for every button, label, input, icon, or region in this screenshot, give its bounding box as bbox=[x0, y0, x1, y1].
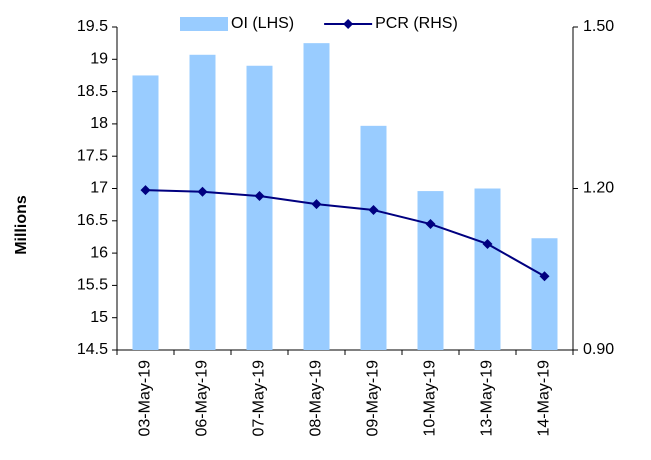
x-tick-label: 09-May-19 bbox=[365, 360, 382, 437]
y-tick-label: 18 bbox=[90, 115, 108, 132]
marker bbox=[254, 191, 265, 202]
bar bbox=[246, 65, 273, 350]
y2-tick-label: 0.90 bbox=[583, 341, 614, 358]
y-tick-label: 17.5 bbox=[77, 147, 108, 164]
legend-marker bbox=[343, 19, 354, 29]
bar bbox=[417, 191, 444, 350]
bar bbox=[303, 43, 330, 351]
x-tick-label: 14-May-19 bbox=[536, 360, 553, 437]
marker bbox=[197, 186, 208, 197]
marker bbox=[140, 185, 151, 196]
y2-tick-label: 1.20 bbox=[583, 180, 614, 197]
marker bbox=[311, 199, 322, 210]
y2-tick-label: 1.50 bbox=[583, 18, 614, 35]
y-axis-label: Millions bbox=[13, 195, 30, 255]
bar bbox=[531, 238, 558, 350]
x-tick-label: 06-May-19 bbox=[194, 360, 211, 437]
x-tick-label: 08-May-19 bbox=[308, 360, 325, 437]
legend-label: PCR (RHS) bbox=[375, 15, 458, 32]
bar bbox=[474, 188, 501, 350]
bar bbox=[189, 54, 216, 350]
legend-label: OI (LHS) bbox=[231, 15, 294, 32]
y-tick-label: 19.5 bbox=[77, 18, 108, 35]
marker bbox=[482, 238, 493, 249]
y-tick-label: 14.5 bbox=[77, 341, 108, 358]
x-tick-label: 10-May-19 bbox=[422, 360, 439, 437]
y-tick-label: 19 bbox=[90, 51, 108, 68]
legend-swatch bbox=[180, 17, 228, 31]
y-tick-label: 16 bbox=[90, 244, 108, 261]
marker bbox=[368, 205, 379, 216]
marker bbox=[539, 271, 550, 282]
y-tick-label: 15.5 bbox=[77, 277, 108, 294]
y-tick-label: 16.5 bbox=[77, 212, 108, 229]
line bbox=[145, 189, 545, 278]
y-tick-label: 18.5 bbox=[77, 83, 108, 100]
y-tick-label: 17 bbox=[90, 180, 108, 197]
x-tick-label: 03-May-19 bbox=[137, 360, 154, 437]
marker bbox=[425, 219, 436, 230]
x-tick-label: 07-May-19 bbox=[251, 360, 268, 437]
bar bbox=[132, 75, 159, 350]
y-tick-label: 15 bbox=[90, 309, 108, 326]
bar bbox=[360, 125, 387, 350]
x-tick-label: 13-May-19 bbox=[479, 360, 496, 437]
